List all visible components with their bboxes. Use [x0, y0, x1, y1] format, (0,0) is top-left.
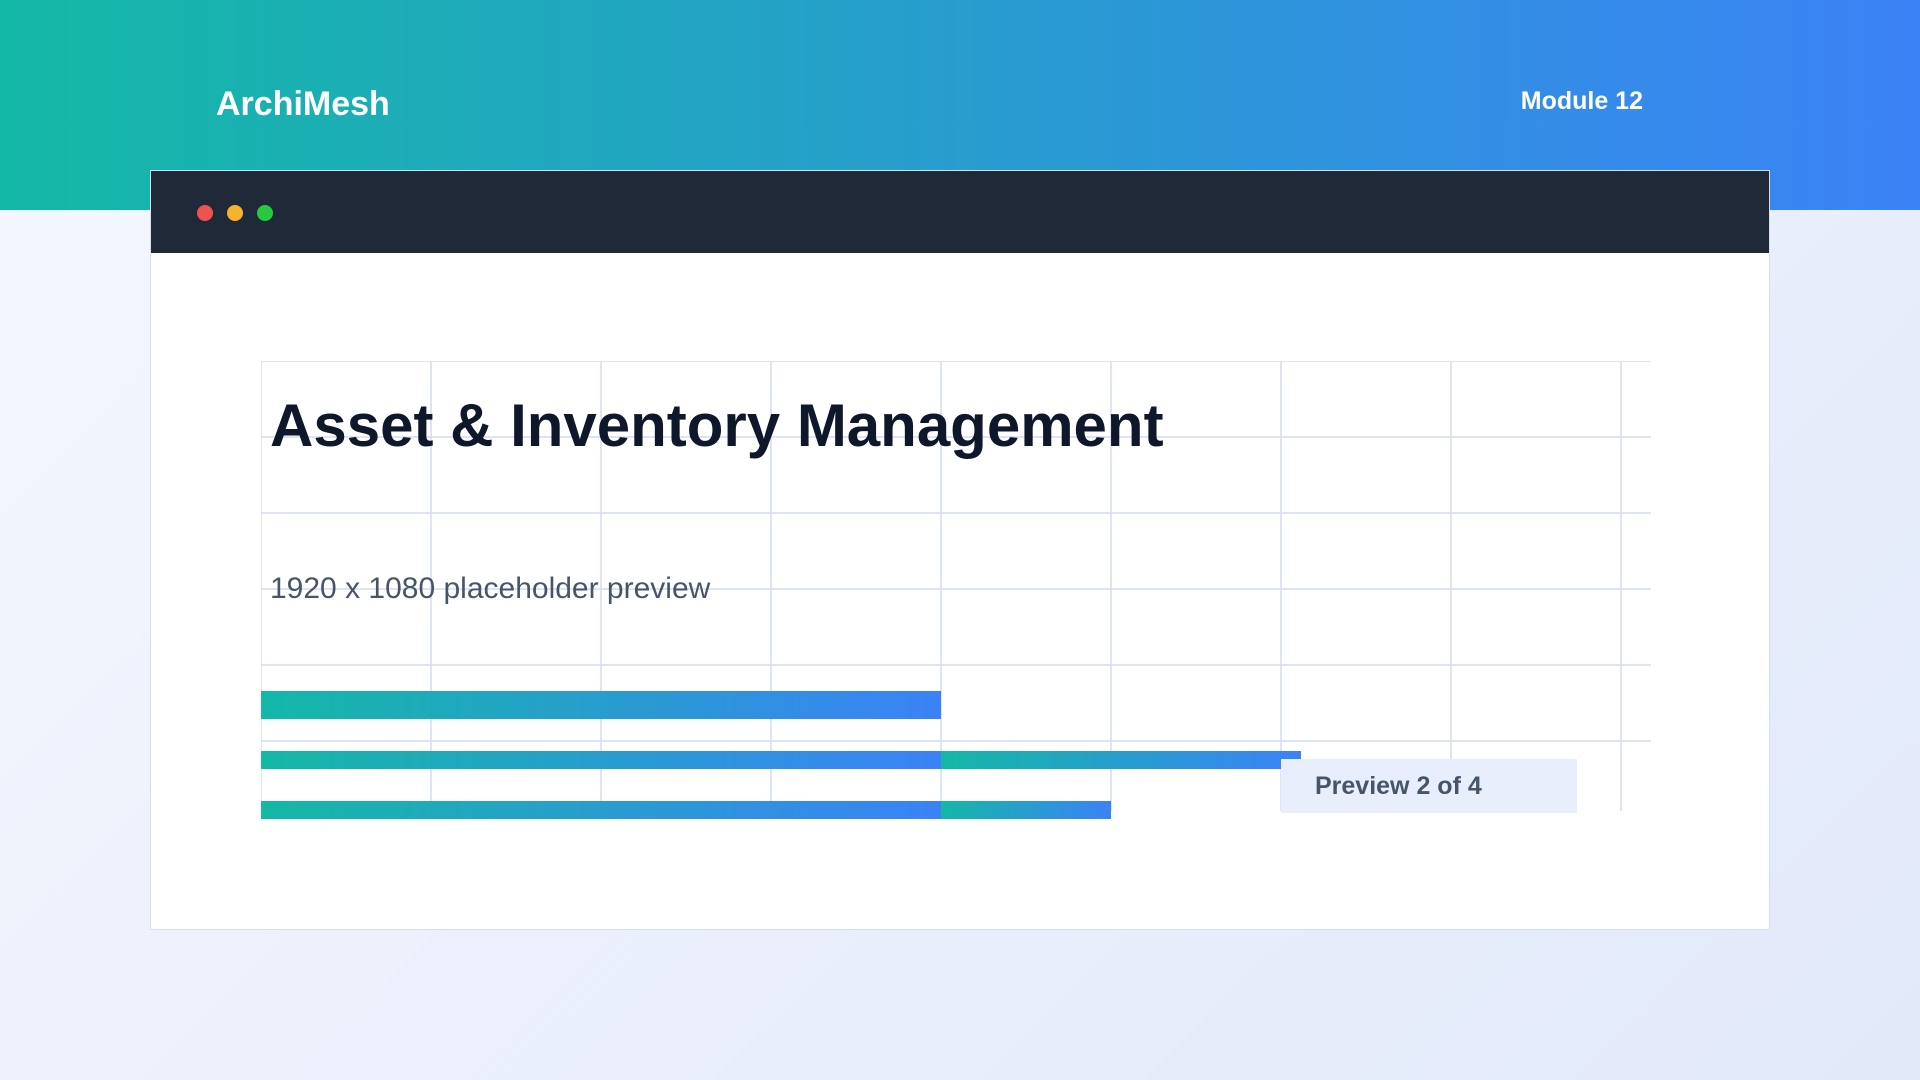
brand-logo: ArchiMesh	[216, 85, 390, 123]
minimize-dot-icon[interactable]	[227, 205, 243, 221]
page-subtitle: 1920 x 1080 placeholder preview	[270, 572, 711, 605]
window-titlebar	[151, 171, 1769, 253]
progress-bar-tertiary-extension	[941, 801, 1111, 819]
module-label: Module 12	[1520, 87, 1643, 115]
progress-bar-secondary	[261, 751, 941, 769]
preview-stage: Asset & Inventory Management 1920 x 1080…	[261, 361, 1651, 821]
close-dot-icon[interactable]	[197, 205, 213, 221]
progress-bar-secondary-extension	[941, 751, 1301, 769]
preview-window: Asset & Inventory Management 1920 x 1080…	[150, 170, 1770, 930]
preview-counter-badge: Preview 2 of 4	[1281, 759, 1577, 813]
grid-background	[261, 361, 1651, 811]
maximize-dot-icon[interactable]	[257, 205, 273, 221]
progress-bar-primary	[261, 691, 941, 719]
page-title: Asset & Inventory Management	[270, 392, 1164, 459]
progress-bar-tertiary	[261, 801, 941, 819]
